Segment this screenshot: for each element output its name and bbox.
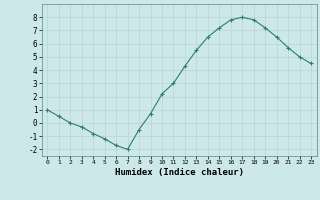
X-axis label: Humidex (Indice chaleur): Humidex (Indice chaleur) [115, 168, 244, 177]
